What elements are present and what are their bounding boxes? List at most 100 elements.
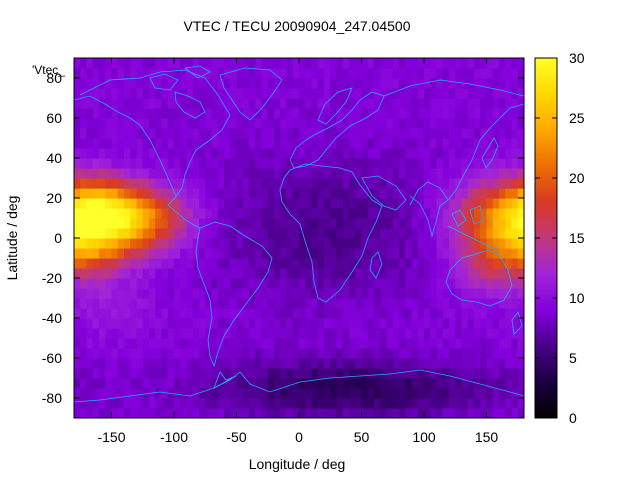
heatmap-cell bbox=[186, 218, 194, 229]
heatmap-cell bbox=[317, 178, 325, 189]
heatmap-cell bbox=[299, 98, 306, 109]
heatmap-cell bbox=[492, 398, 500, 409]
y-tick-label: -40 bbox=[42, 310, 62, 326]
heatmap-cell bbox=[230, 158, 238, 169]
heatmap-cell bbox=[380, 98, 388, 109]
heatmap-cell bbox=[217, 388, 225, 399]
heatmap-cell bbox=[392, 328, 400, 339]
heatmap-cell bbox=[392, 408, 400, 418]
heatmap-cell bbox=[217, 298, 225, 309]
heatmap-cell bbox=[367, 298, 375, 309]
heatmap-cell bbox=[474, 338, 481, 349]
heatmap-cell bbox=[255, 68, 263, 79]
heatmap-cell bbox=[349, 68, 356, 79]
heatmap-cell bbox=[361, 128, 369, 139]
heatmap-cell bbox=[174, 58, 181, 69]
heatmap-cell bbox=[136, 228, 144, 239]
heatmap-cell bbox=[199, 168, 206, 179]
heatmap-cell bbox=[249, 138, 256, 149]
heatmap-cell bbox=[442, 318, 450, 329]
heatmap-cell bbox=[411, 88, 419, 99]
heatmap-cell bbox=[149, 198, 156, 209]
heatmap-cell bbox=[374, 298, 381, 309]
heatmap-cell bbox=[380, 88, 388, 99]
heatmap-cell bbox=[224, 98, 231, 109]
heatmap-cell bbox=[417, 358, 425, 369]
heatmap-cell bbox=[424, 378, 431, 389]
heatmap-cell bbox=[405, 388, 413, 399]
heatmap-cell bbox=[280, 408, 288, 418]
heatmap-cell bbox=[417, 108, 425, 119]
heatmap-cell bbox=[442, 398, 450, 409]
heatmap-cell bbox=[330, 258, 338, 269]
heatmap-cell bbox=[74, 268, 81, 279]
heatmap-cell bbox=[324, 378, 331, 389]
heatmap-cell bbox=[449, 108, 456, 119]
heatmap-cell bbox=[380, 218, 388, 229]
heatmap-cell bbox=[474, 108, 481, 119]
heatmap-cell bbox=[349, 328, 356, 339]
heatmap-cell bbox=[411, 98, 419, 109]
heatmap-cell bbox=[86, 98, 94, 109]
heatmap-cell bbox=[111, 338, 119, 349]
heatmap-cell bbox=[261, 298, 269, 309]
heatmap-cell bbox=[305, 128, 313, 139]
heatmap-cell bbox=[174, 238, 181, 249]
heatmap-cell bbox=[130, 98, 138, 109]
heatmap-cell bbox=[186, 88, 194, 99]
heatmap-cell bbox=[236, 208, 244, 219]
heatmap-cell bbox=[517, 388, 524, 399]
heatmap-cell bbox=[142, 58, 150, 69]
heatmap-cell bbox=[74, 258, 81, 269]
heatmap-cell bbox=[286, 218, 294, 229]
heatmap-cell bbox=[492, 198, 500, 209]
heatmap-cell bbox=[161, 338, 169, 349]
heatmap-cell bbox=[499, 168, 506, 179]
heatmap-cell bbox=[449, 168, 456, 179]
heatmap-cell bbox=[436, 78, 444, 89]
heatmap-cell bbox=[461, 338, 469, 349]
heatmap-cell bbox=[461, 328, 469, 339]
heatmap-cell bbox=[224, 228, 231, 239]
heatmap-cell bbox=[217, 328, 225, 339]
heatmap-cell bbox=[342, 258, 350, 269]
heatmap-cell bbox=[267, 288, 275, 299]
heatmap-cell bbox=[386, 208, 394, 219]
heatmap-cell bbox=[211, 208, 219, 219]
heatmap-cell bbox=[436, 358, 444, 369]
heatmap-cell bbox=[186, 408, 194, 418]
heatmap-cell bbox=[74, 378, 81, 389]
heatmap-cell bbox=[405, 148, 413, 159]
heatmap-cell bbox=[99, 128, 106, 139]
heatmap-cell bbox=[367, 118, 375, 129]
heatmap-cell bbox=[236, 258, 244, 269]
heatmap-cell bbox=[186, 318, 194, 329]
heatmap-cell bbox=[436, 288, 444, 299]
heatmap-cell bbox=[186, 68, 194, 79]
heatmap-cell bbox=[130, 118, 138, 129]
heatmap-cell bbox=[105, 298, 113, 309]
heatmap-cell bbox=[186, 108, 194, 119]
heatmap-cell bbox=[92, 328, 100, 339]
heatmap-cell bbox=[99, 68, 106, 79]
heatmap-cell bbox=[92, 138, 100, 149]
heatmap-cell bbox=[161, 348, 169, 359]
heatmap-cell bbox=[186, 348, 194, 359]
heatmap-cell bbox=[249, 388, 256, 399]
heatmap-cell bbox=[505, 308, 513, 319]
heatmap-cell bbox=[405, 118, 413, 129]
heatmap-cell bbox=[280, 58, 288, 69]
heatmap-cell bbox=[242, 78, 250, 89]
heatmap-cell bbox=[374, 248, 381, 259]
heatmap-cell bbox=[480, 228, 488, 239]
heatmap-cell bbox=[167, 148, 175, 159]
heatmap-cell bbox=[174, 218, 181, 229]
heatmap-cell bbox=[517, 408, 524, 418]
heatmap-cell bbox=[224, 358, 231, 369]
x-tick-label: -150 bbox=[97, 429, 125, 445]
heatmap-cell bbox=[474, 138, 481, 149]
heatmap-cell bbox=[317, 288, 325, 299]
heatmap-cell bbox=[505, 368, 513, 379]
heatmap-cell bbox=[349, 58, 356, 69]
heatmap-cell bbox=[342, 248, 350, 259]
